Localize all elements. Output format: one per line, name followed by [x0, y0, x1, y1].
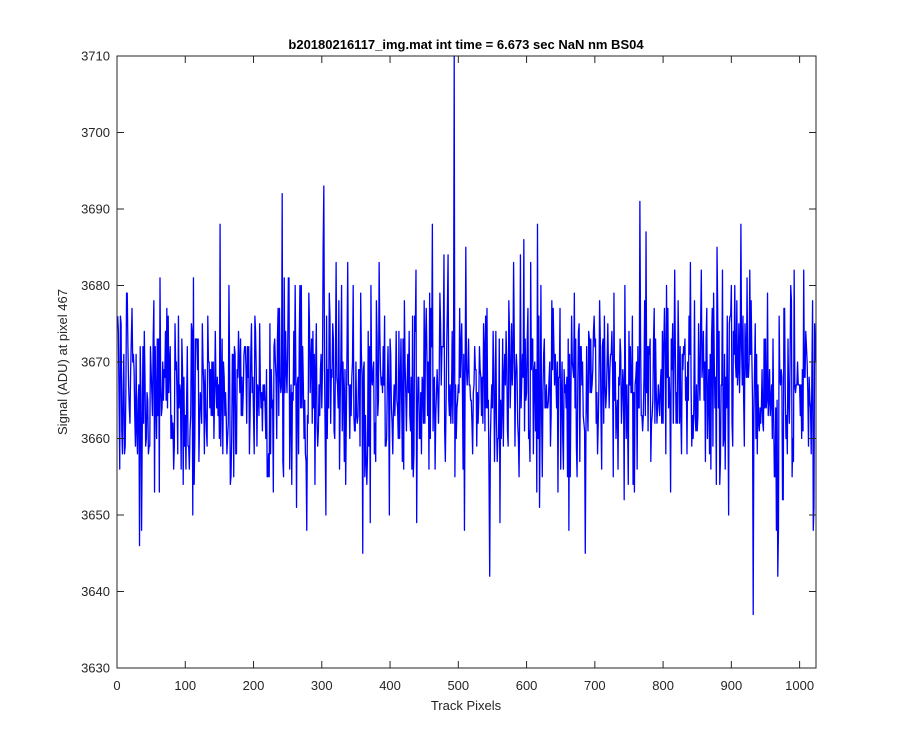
x-tick-label: 500 [447, 678, 469, 693]
x-axis-label: Track Pixels [431, 698, 502, 713]
y-tick-label: 3630 [81, 661, 110, 676]
x-tick-label: 800 [652, 678, 674, 693]
x-tick-label: 700 [584, 678, 606, 693]
y-tick-label: 3680 [81, 278, 110, 293]
y-tick-label: 3650 [81, 508, 110, 523]
x-tick-label: 1000 [785, 678, 814, 693]
x-tick-label: 400 [379, 678, 401, 693]
y-tick-label: 3710 [81, 49, 110, 64]
x-axis-ticks: 0 100 200 300 400 500 600 700 800 900 1000 [113, 56, 814, 693]
y-tick-label: 3670 [81, 355, 110, 370]
y-tick-label: 3660 [81, 431, 110, 446]
y-axis-label: Signal (ADU) at pixel 467 [55, 289, 70, 435]
x-tick-label: 200 [243, 678, 265, 693]
series-layer [117, 55, 817, 616]
signal-trace-line [117, 55, 817, 616]
y-tick-label: 3690 [81, 202, 110, 217]
x-tick-label: 300 [311, 678, 333, 693]
x-tick-label: 900 [721, 678, 743, 693]
y-axis-ticks: 3630 3640 3650 3660 3670 3680 3690 3700 3710 [81, 49, 816, 676]
chart-title: b20180216117_img.mat int time = 6.673 se… [288, 37, 644, 52]
y-tick-label: 3640 [81, 584, 110, 599]
x-tick-label: 100 [174, 678, 196, 693]
x-tick-label: 0 [113, 678, 120, 693]
x-tick-label: 600 [516, 678, 538, 693]
y-tick-label: 3700 [81, 125, 110, 140]
